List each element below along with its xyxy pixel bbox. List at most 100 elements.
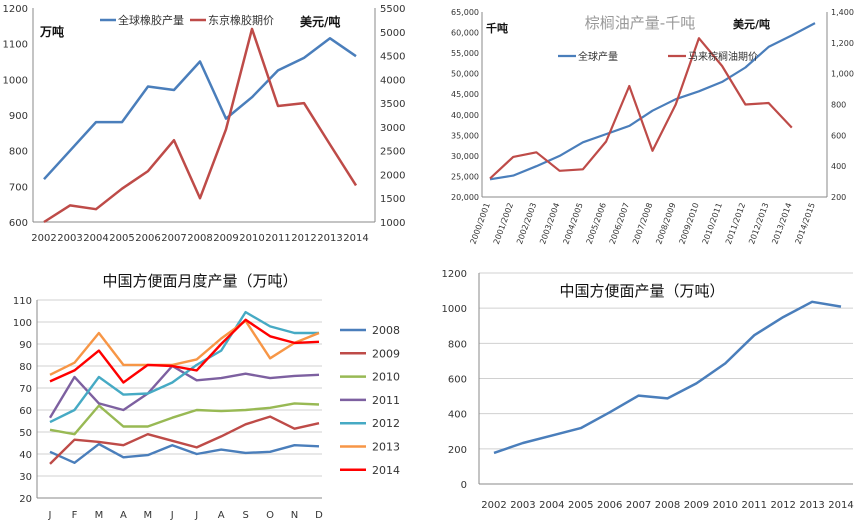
x-tick-label: 2002 [31,233,56,244]
x-tick-label: 2013/2014 [770,202,793,246]
right-tick-label: 200 [831,193,846,202]
left-tick-label: 900 [9,111,28,122]
chart-title: 中国方便面产量（万吨） [559,282,724,300]
x-tick-label: 2003/2004 [538,202,561,246]
right-tick-label: 1,400 [831,8,854,17]
x-tick-label: 2010/2011 [701,202,724,246]
series-line-2013 [49,319,320,376]
x-tick-label: M [143,510,152,521]
y-tick-label: 70 [19,384,32,395]
right-tick-label: 1,000 [831,70,854,79]
noodle-monthly-chart: 20 30 40 50 60 70 80 90 100 110 J F M A M J J A S O N D 中国方便面月… [13,272,400,521]
x-tick-label: 2007/2008 [631,202,654,246]
x-tick-label: 2000/2001 [469,202,492,246]
x-tick-label: 2002/2003 [515,202,538,246]
left-tick-label: 800 [9,147,28,158]
legend-label: 全球产量 [578,50,618,63]
x-tick-label: 2008/2009 [654,202,677,246]
chart-title: 中国方便面月度产量（万吨） [102,272,297,290]
x-tick-label: 2013 [799,500,824,511]
x-tick-label: F [72,510,78,521]
left-tick-label: 20,000 [451,193,479,202]
x-tick-label: 2002 [481,500,506,511]
x-tick-label: 2010 [713,500,738,511]
x-tick-label: 2014/2015 [794,202,817,246]
x-tick-label: A [120,510,127,521]
right-tick-label: 5500 [380,4,405,15]
x-tick-label: 2010 [239,233,264,244]
x-tick-label: J [170,510,174,521]
legend-label: 马来棕榈油期价 [688,50,758,63]
right-tick-label: 600 [831,131,846,140]
x-tick-label: 2009 [213,233,238,244]
x-tick-label: 2012/2013 [747,202,770,246]
y-tick-label: 200 [448,445,467,456]
series-line-2009 [49,415,320,465]
legend-label: 2008 [372,324,400,337]
x-tick-label: 2011/2012 [724,202,747,246]
x-tick-label: 2006 [597,500,622,511]
palm-oil-chart-panel: 20,000 25,000 30,000 35,000 40,000 45,000 50,0… [440,0,865,262]
left-tick-label: 25,000 [451,172,479,181]
y-tick-label: 110 [13,296,32,307]
x-tick-label: O [266,510,274,521]
left-tick-label: 35,000 [451,131,479,140]
right-tick-label: 3500 [380,99,405,110]
right-tick-label: 2500 [380,147,405,158]
palm-oil-chart: 20,000 25,000 30,000 35,000 40,000 45,000 50,0… [451,8,854,246]
right-tick-label: 1000 [380,218,405,229]
x-tick-label: 2007 [161,233,186,244]
legend-label: 全球橡胶产量 [118,13,184,27]
y-tick-label: 800 [448,339,467,350]
y-tick-label: 30 [19,472,32,483]
left-tick-label: 1100 [3,40,28,51]
y-tick-label: 90 [19,340,32,351]
x-tick-label: 2011 [265,233,290,244]
right-tick-label: 3000 [380,123,405,134]
left-tick-label: 700 [9,182,28,193]
y-tick-label: 400 [448,410,467,421]
right-unit-label: 美元/吨 [300,14,340,29]
legend-label: 东京橡胶期价 [208,13,274,27]
series-line-2008 [49,442,320,464]
left-tick-label: 50,000 [451,70,479,79]
x-tick-label: 2009 [684,500,709,511]
noodle-annual-chart: 0 200 400 600 800 1000 1200 2002 2003 2004 2005 200… [442,269,854,511]
series-line-1 [43,37,357,181]
x-tick-label: 2014 [828,500,853,511]
x-tick-label: 2008 [187,233,212,244]
legend-label: 2011 [372,394,400,407]
right-tick-label: 2000 [380,170,405,181]
y-tick-label: 600 [448,375,467,386]
x-tick-label: 2003 [57,233,82,244]
left-tick-label: 60,000 [451,29,479,38]
x-tick-label: 2001/2002 [492,202,515,246]
x-tick-label: 2005 [109,233,134,244]
x-tick-label: 2007 [626,500,651,511]
series-line-1 [493,300,842,455]
y-tick-label: 0 [461,480,467,491]
x-tick-label: 2013 [317,233,342,244]
x-tick-label: 2005/2006 [585,202,608,246]
y-tick-label: 50 [19,428,32,439]
left-tick-label: 30,000 [451,152,479,161]
x-tick-label: 2011 [742,500,767,511]
x-tick-label: 2003 [510,500,535,511]
series-line-2 [43,27,358,224]
rubber-chart: 600 700 800 900 1000 1100 1200 1000 1500 2000 2500… [3,4,406,244]
right-unit-label: 美元/吨 [733,17,770,31]
right-tick-label: 4500 [380,52,405,63]
left-tick-label: 65,000 [451,8,479,17]
left-tick-label: 45,000 [451,90,479,99]
left-tick-label: 600 [9,218,28,229]
left-tick-label: 1000 [3,75,28,86]
left-tick-label: 55,000 [451,49,479,58]
x-tick-label: 2012 [291,233,316,244]
y-tick-label: 40 [19,450,32,461]
x-tick-label: 2008 [655,500,680,511]
right-tick-label: 1500 [380,194,405,205]
x-tick-label: S [242,510,248,521]
x-tick-label: A [218,510,225,521]
legend-label: 2009 [372,347,400,360]
right-tick-label: 1,200 [831,39,854,48]
